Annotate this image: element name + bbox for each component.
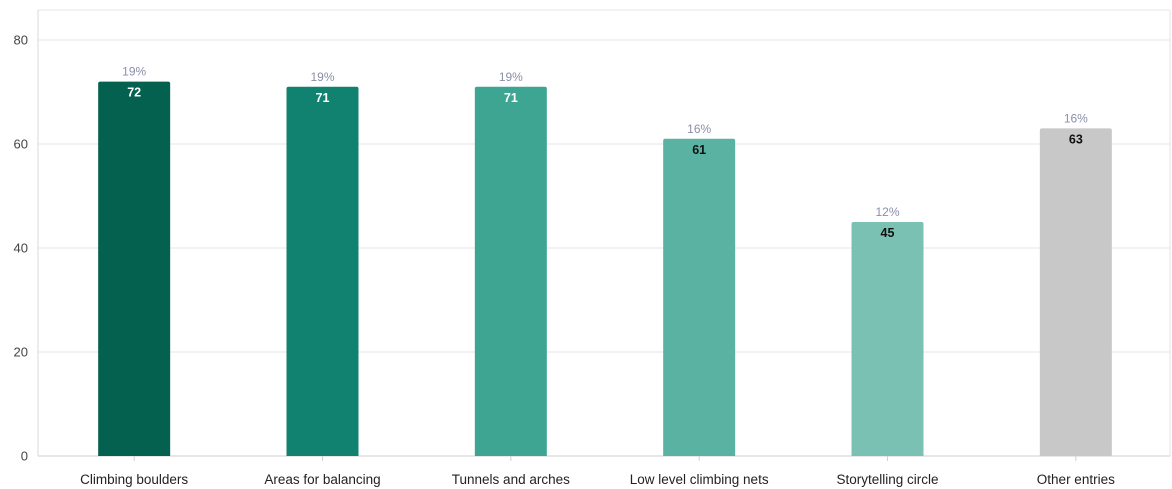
- x-category-label: Tunnels and arches: [452, 472, 570, 487]
- bars: [98, 81, 1112, 457]
- percent-label: 19%: [122, 65, 146, 79]
- bar: [286, 86, 359, 457]
- x-category-label: Climbing boulders: [80, 472, 188, 487]
- x-category-label: Areas for balancing: [264, 472, 380, 487]
- value-label: 45: [881, 226, 895, 240]
- value-label: 63: [1069, 132, 1083, 146]
- percent-label: 19%: [499, 70, 523, 84]
- bar: [663, 138, 736, 457]
- bar: [474, 86, 547, 457]
- y-tick-label: 80: [14, 33, 28, 48]
- percent-label: 19%: [310, 70, 334, 84]
- percent-label: 16%: [1064, 111, 1088, 125]
- value-label: 72: [127, 86, 141, 100]
- bar: [1039, 128, 1112, 456]
- percent-label: 12%: [875, 205, 899, 219]
- y-axis: 0 20 40 60 80: [14, 10, 39, 464]
- bar: [851, 222, 924, 456]
- percent-label: 16%: [687, 122, 711, 136]
- x-category-label: Low level climbing nets: [630, 472, 769, 487]
- value-label: 71: [316, 91, 330, 105]
- y-tick-label: 20: [14, 345, 28, 360]
- value-label: 61: [692, 143, 706, 157]
- x-category-label: Other entries: [1037, 472, 1115, 487]
- x-category-label: Storytelling circle: [836, 472, 938, 487]
- y-tick-label: 60: [14, 137, 28, 152]
- bar: [98, 81, 171, 456]
- data-labels: 19% 72 19% 71 19% 71 16% 61 12% 45 16% 63: [122, 65, 1088, 240]
- y-tick-label: 40: [14, 241, 28, 256]
- y-tick-label: 0: [21, 449, 28, 464]
- x-axis: Climbing boulders Areas for balancing Tunn…: [80, 456, 1115, 487]
- gridlines: [38, 9, 1171, 457]
- value-label: 71: [504, 91, 518, 105]
